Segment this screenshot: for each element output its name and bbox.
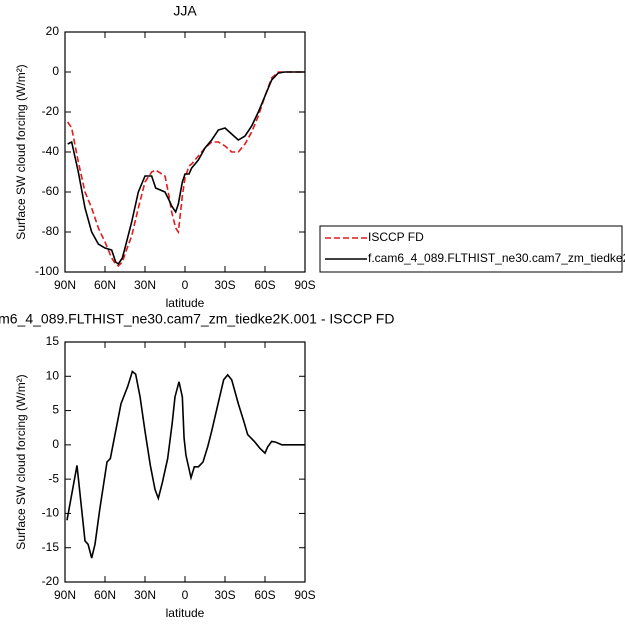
y-tick-label: -20 — [42, 574, 60, 588]
y-tick-label: -10 — [42, 506, 60, 520]
y-tick-label: -5 — [48, 471, 59, 485]
y-tick-label: -60 — [42, 184, 60, 198]
y-tick-label: 20 — [46, 24, 60, 38]
x-tick-label: 90S — [294, 588, 315, 602]
data-line — [66, 370, 305, 559]
y-tick-label: 15 — [46, 334, 60, 348]
x-tick-label: 30N — [134, 588, 156, 602]
x-tick-label: 0 — [182, 588, 189, 602]
x-tick-label: 60N — [94, 588, 116, 602]
y-tick-label: 5 — [52, 403, 59, 417]
y-tick-label: -20 — [42, 104, 60, 118]
chart-title: f.cam6_4_089.FLTHIST_ne30.cam7_zm_tiedke… — [0, 311, 394, 327]
x-tick-label: 90N — [54, 588, 76, 602]
y-tick-label: -80 — [42, 224, 60, 238]
x-tick-label: 30S — [214, 278, 235, 292]
legend-label: ISCCP FD — [368, 230, 424, 244]
y-tick-label: 0 — [52, 437, 59, 451]
x-tick-label: 30N — [134, 278, 156, 292]
x-axis-label: latitude — [166, 296, 205, 310]
data-line — [67, 71, 305, 268]
y-axis-label: Surface SW cloud forcing (W/m²) — [14, 64, 28, 239]
x-tick-label: 60S — [254, 278, 275, 292]
y-tick-label: -100 — [35, 264, 59, 278]
x-tick-label: 90S — [294, 278, 315, 292]
x-tick-label: 60S — [254, 588, 275, 602]
y-axis-label: Surface SW cloud forcing (W/m²) — [14, 374, 28, 549]
legend-label: f.cam6_4_089.FLTHIST_ne30.cam7_zm_tiedke… — [368, 251, 625, 265]
y-tick-label: 0 — [52, 64, 59, 78]
data-line — [67, 71, 305, 266]
x-tick-label: 30S — [214, 588, 235, 602]
y-tick-label: -40 — [42, 144, 60, 158]
x-tick-label: 60N — [94, 278, 116, 292]
chart-title: JJA — [173, 3, 197, 19]
legend-box — [319, 225, 623, 273]
plot-frame — [64, 31, 306, 273]
y-tick-label: 10 — [46, 368, 60, 382]
x-tick-label: 0 — [182, 278, 189, 292]
plot-frame — [64, 341, 306, 583]
x-axis-label: latitude — [166, 606, 205, 620]
x-tick-label: 90N — [54, 278, 76, 292]
y-tick-label: -15 — [42, 540, 60, 554]
